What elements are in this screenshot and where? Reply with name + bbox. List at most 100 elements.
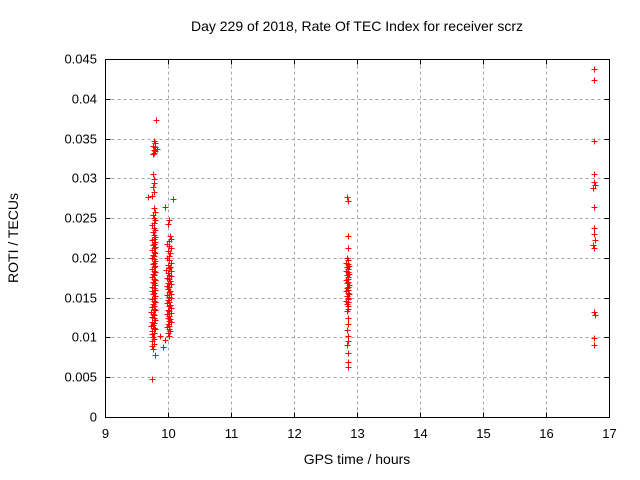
data-point-marker xyxy=(167,233,174,240)
chart-title: Day 229 of 2018, Rate Of TEC Index for r… xyxy=(191,18,523,34)
data-point-marker xyxy=(591,342,598,349)
y-tick-label: 0.035 xyxy=(64,132,97,147)
data-point-marker xyxy=(591,77,598,84)
data-point-marker xyxy=(344,342,351,349)
data-point-marker xyxy=(590,242,597,249)
data-point-marker xyxy=(152,244,159,251)
data-point-marker xyxy=(150,252,157,259)
data-point-marker xyxy=(167,264,174,271)
y-tick-label: 0.02 xyxy=(72,251,97,266)
data-point-marker xyxy=(591,231,598,238)
data-point-marker xyxy=(150,212,157,219)
data-point-marker xyxy=(591,171,598,178)
data-point-marker xyxy=(151,189,158,196)
x-tick-label: 13 xyxy=(350,426,364,441)
data-point-marker xyxy=(152,307,159,314)
tick-labels-layer: 9 10 11 12 13 14 15 16 17 0 0.005 0.01 0.015 0.02 0.02… xyxy=(64,52,616,442)
data-point-marker xyxy=(149,331,156,338)
data-point-marker xyxy=(166,333,173,340)
data-point-marker xyxy=(345,315,352,322)
y-tick-label: 0.01 xyxy=(72,330,97,345)
data-point-marker xyxy=(150,151,157,158)
data-point-marker xyxy=(152,217,159,224)
data-point-marker xyxy=(166,217,173,224)
y-tick-label: 0.005 xyxy=(64,370,97,385)
x-tick-label: 14 xyxy=(413,426,427,441)
data-point-marker xyxy=(152,263,159,270)
data-point-marker xyxy=(165,307,172,314)
data-point-marker xyxy=(150,229,157,236)
y-tick-label: 0 xyxy=(90,410,97,425)
data-point-marker xyxy=(165,280,172,287)
data-point-marker xyxy=(591,225,598,232)
data-point-marker xyxy=(165,221,172,228)
data-point-marker xyxy=(345,245,352,252)
data-point-marker xyxy=(344,327,351,334)
x-tick-label: 10 xyxy=(161,426,175,441)
data-point-marker xyxy=(167,288,174,295)
data-point-marker xyxy=(149,193,156,200)
data-point-marker xyxy=(591,309,598,316)
data-point-marker xyxy=(344,194,351,201)
data-point-marker xyxy=(592,237,599,244)
data-point-marker xyxy=(345,198,352,205)
data-point-marker xyxy=(345,364,352,371)
data-point-marker xyxy=(150,171,157,178)
x-tick-label: 11 xyxy=(225,426,239,441)
data-point-marker xyxy=(160,344,167,351)
data-point-marker xyxy=(591,179,598,186)
data-point-marker xyxy=(162,204,169,211)
x-axis-label: GPS time / hours xyxy=(304,451,411,467)
data-point-marker xyxy=(592,312,599,319)
points-layer xyxy=(145,66,599,383)
y-tick-label: 0.045 xyxy=(64,52,97,67)
data-point-marker xyxy=(151,306,158,313)
data-point-marker xyxy=(345,233,352,240)
data-point-marker xyxy=(591,138,598,145)
x-tick-label: 12 xyxy=(287,426,301,441)
y-tick-label: 0.025 xyxy=(64,211,97,226)
data-point-marker xyxy=(149,376,156,383)
data-point-marker xyxy=(170,196,177,203)
data-point-marker xyxy=(167,302,174,309)
data-point-marker xyxy=(150,184,157,191)
y-tick-label: 0.04 xyxy=(72,92,97,107)
y-tick-label: 0.03 xyxy=(72,171,97,186)
data-point-marker xyxy=(590,185,597,192)
data-point-marker xyxy=(345,321,352,328)
data-point-marker xyxy=(345,338,352,345)
data-point-marker xyxy=(344,308,351,315)
data-point-marker xyxy=(591,245,598,252)
data-point-marker xyxy=(145,194,152,201)
data-point-marker xyxy=(591,335,598,342)
data-point-marker xyxy=(591,66,598,73)
data-point-marker xyxy=(157,333,164,340)
data-point-marker xyxy=(165,330,172,337)
data-point-marker xyxy=(151,150,158,157)
data-point-marker xyxy=(150,346,157,353)
data-point-marker xyxy=(152,287,159,294)
grid-layer xyxy=(105,59,610,418)
plot-border xyxy=(105,59,610,418)
data-point-marker xyxy=(152,352,159,359)
ticks-layer xyxy=(105,59,610,418)
data-point-marker xyxy=(153,117,160,124)
data-point-marker xyxy=(591,204,598,211)
x-tick-label: 9 xyxy=(102,426,109,441)
x-tick-label: 15 xyxy=(476,426,490,441)
data-point-marker xyxy=(167,250,174,257)
data-point-marker xyxy=(151,180,158,187)
x-tick-label: 17 xyxy=(602,426,616,441)
data-point-marker xyxy=(168,245,175,252)
data-point-marker xyxy=(151,205,158,212)
data-point-marker xyxy=(150,311,157,318)
data-point-marker xyxy=(150,271,157,278)
data-point-marker xyxy=(149,343,156,350)
data-point-marker xyxy=(162,337,169,344)
y-tick-label: 0.015 xyxy=(64,291,97,306)
data-point-marker xyxy=(345,350,352,357)
y-axis-label: ROTI / TECUs xyxy=(5,193,21,283)
x-tick-label: 16 xyxy=(539,426,553,441)
